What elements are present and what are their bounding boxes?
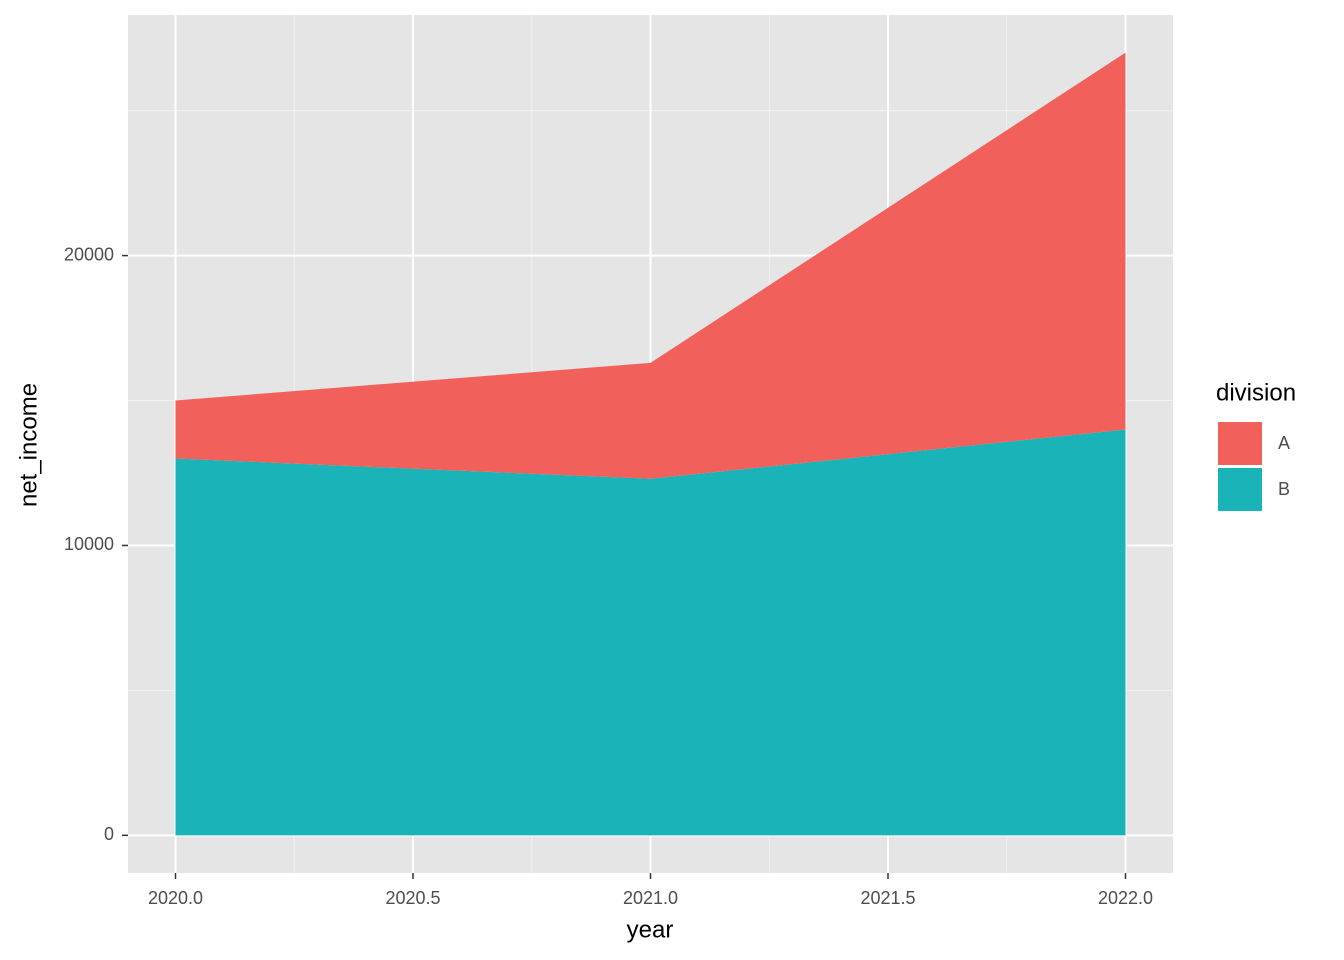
area <box>175 52 1126 479</box>
y-tick-label: 0 <box>104 824 114 844</box>
legend-key <box>1218 422 1262 465</box>
x-tick-label: 2020.0 <box>148 888 203 908</box>
legend-label: B <box>1278 479 1290 499</box>
legend-key <box>1218 468 1262 511</box>
plot-layer: 0 10000 20000 2020.0 2020.5 2021.0 2021.5 2022.… <box>64 15 1290 908</box>
y-tick-label: 10000 <box>64 534 114 554</box>
x-axis-title: year <box>627 916 674 943</box>
x-tick-label: 2021.5 <box>860 888 915 908</box>
y-axis-title: net_income <box>15 383 42 507</box>
x-tick-label: 2020.5 <box>385 888 440 908</box>
x-tick-label: 2021.0 <box>623 888 678 908</box>
y-tick-label: 20000 <box>64 244 114 264</box>
legend-label: A <box>1278 433 1290 453</box>
legend-title: division <box>1216 379 1296 406</box>
x-tick-label: 2022.0 <box>1098 888 1153 908</box>
area <box>175 429 1126 836</box>
